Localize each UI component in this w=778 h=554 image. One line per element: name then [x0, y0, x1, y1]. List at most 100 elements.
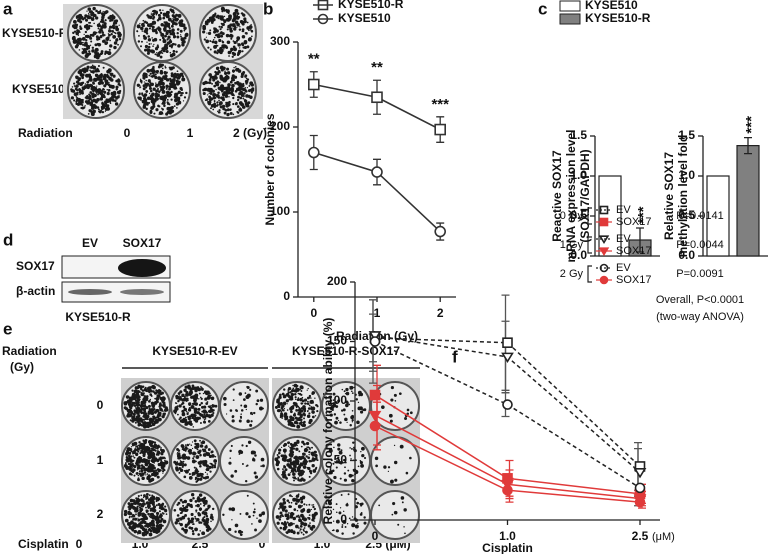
colony: [304, 447, 308, 452]
colony: [284, 452, 286, 454]
colony: [81, 86, 86, 91]
colony: [145, 75, 148, 79]
colony: [97, 27, 100, 30]
colony: [154, 96, 159, 101]
colony: [73, 30, 77, 33]
colony: [341, 409, 344, 412]
colony: [209, 40, 212, 43]
colony: [279, 416, 282, 419]
colony: [180, 467, 182, 469]
colony: [383, 465, 387, 469]
colony: [112, 35, 117, 39]
colony: [136, 505, 139, 508]
colony: [155, 500, 158, 503]
colony: [296, 439, 300, 443]
colony: [137, 384, 141, 389]
colony: [202, 26, 207, 31]
colony: [108, 29, 112, 33]
colony: [168, 30, 172, 34]
colony: [302, 452, 306, 456]
colony: [166, 107, 170, 111]
colony: [152, 38, 155, 42]
colony: [112, 91, 117, 96]
colony: [182, 504, 185, 507]
colony: [149, 72, 152, 75]
colony: [162, 16, 166, 20]
colony: [297, 392, 300, 395]
colony: [150, 447, 153, 450]
y-tick-label: 100: [327, 393, 347, 407]
colony: [134, 449, 136, 452]
colony: [139, 445, 142, 448]
colony: [209, 528, 211, 530]
colony: [81, 68, 86, 72]
colony: [237, 18, 240, 20]
colony: [231, 55, 234, 58]
colony: [310, 397, 312, 399]
colony: [327, 505, 330, 508]
colony: [297, 504, 302, 509]
colony: [157, 13, 161, 17]
blot-band: [118, 259, 166, 277]
colony: [213, 50, 217, 54]
y-tick-label: 0.5: [570, 208, 587, 222]
colony: [351, 516, 354, 518]
colony: [148, 15, 153, 20]
colony: [219, 81, 221, 84]
colony: [192, 471, 196, 476]
colony: [150, 43, 152, 45]
colony: [78, 41, 83, 46]
colony: [74, 45, 79, 49]
colony: [173, 18, 176, 21]
colony: [152, 87, 156, 91]
colony: [345, 387, 349, 392]
colony: [296, 384, 299, 388]
colony: [85, 95, 90, 100]
colony: [197, 407, 201, 411]
colony: [185, 91, 188, 95]
colony: [307, 524, 311, 528]
colony: [143, 407, 147, 411]
colony: [188, 415, 192, 418]
y-tick-label: 100: [270, 204, 290, 218]
colony: [243, 92, 246, 95]
colony: [223, 396, 227, 401]
colony: [183, 388, 187, 393]
colony: [154, 517, 159, 521]
colony: [172, 18, 174, 21]
colony: [93, 77, 97, 82]
colony: [300, 390, 303, 392]
colony: [179, 416, 182, 419]
colony: [298, 518, 302, 523]
colony: [294, 396, 297, 399]
colony: [143, 520, 147, 525]
colony: [210, 103, 215, 108]
colony: [236, 26, 238, 29]
colony: [205, 514, 208, 517]
colony: [198, 403, 202, 407]
colony: [159, 469, 162, 472]
y-axis-label: (SOX17/GAPDH): [578, 149, 592, 242]
colony: [299, 413, 303, 418]
colony: [186, 443, 190, 447]
colony: [132, 464, 135, 467]
colony: [158, 417, 162, 422]
colony: [353, 386, 355, 389]
colony: [299, 385, 304, 390]
colony: [194, 445, 198, 449]
colony: [150, 444, 153, 447]
colony: [175, 102, 180, 106]
colony: [160, 88, 163, 91]
colony: [260, 457, 265, 462]
colony: [199, 507, 202, 510]
colony: [113, 75, 116, 78]
colony: [179, 72, 184, 77]
colony: [189, 498, 193, 503]
colony: [293, 479, 295, 482]
colony: [158, 394, 161, 397]
colony: [145, 390, 148, 393]
colony: [236, 110, 239, 113]
line: [374, 337, 641, 467]
colony: [252, 510, 256, 514]
colony: [197, 498, 201, 503]
